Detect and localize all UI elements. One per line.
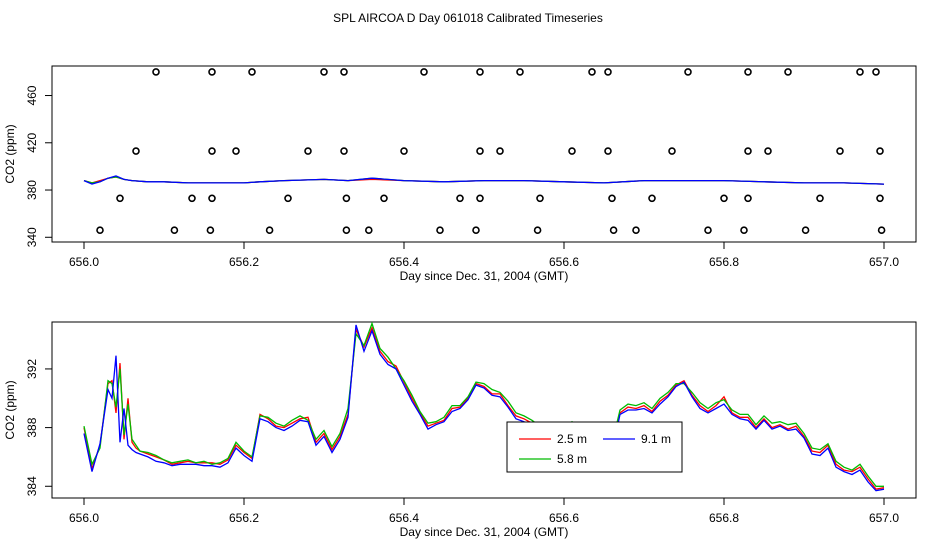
calibration-marker <box>208 68 216 76</box>
calibration-marker <box>340 147 348 155</box>
calibration-marker <box>284 194 292 203</box>
calibration-marker <box>188 194 196 203</box>
calibration-marker <box>568 147 576 155</box>
chart-title: SPL AIRCOA D Day 061018 Calibrated Times… <box>333 11 603 25</box>
calibration-marker <box>208 194 216 203</box>
calibration-marker <box>116 194 124 203</box>
y-tick-label: 388 <box>25 417 39 437</box>
y-tick-label: 380 <box>25 180 39 200</box>
calibration-marker <box>876 147 884 155</box>
calibration-marker <box>836 147 844 155</box>
calibration-marker <box>720 194 728 203</box>
legend-label: 9.1 m <box>641 432 671 446</box>
y-tick-label: 460 <box>25 85 39 105</box>
calibration-marker <box>516 68 524 76</box>
series-line-9-1-m <box>83 324 885 492</box>
x-tick-label: 656.8 <box>709 511 739 525</box>
calibration-marker <box>232 147 240 155</box>
legend-label: 5.8 m <box>557 452 587 466</box>
x-tick-label: 657.0 <box>869 511 899 525</box>
x-tick-label: 656.2 <box>229 511 259 525</box>
calibration-marker <box>96 226 104 234</box>
x-axis-label: Day since Dec. 31, 2004 (GMT) <box>400 525 569 539</box>
calibration-marker <box>609 226 618 234</box>
series-line-9-1-m <box>83 175 885 185</box>
calibration-marker <box>744 147 752 155</box>
calibration-marker <box>784 68 792 76</box>
x-tick-label: 656.4 <box>389 511 419 525</box>
calibration-marker <box>744 68 752 76</box>
calibration-marker <box>132 147 140 155</box>
calibration-marker <box>420 68 428 76</box>
calibration-marker <box>496 147 504 155</box>
calibration-marker <box>588 68 596 76</box>
calibration-marker <box>740 226 748 234</box>
x-tick-label: 657.0 <box>869 255 899 269</box>
calibration-marker <box>248 68 256 76</box>
calibration-marker <box>536 194 544 203</box>
calibration-marker <box>632 226 640 234</box>
calibration-marker <box>704 226 712 234</box>
calibration-marker <box>604 147 612 155</box>
x-axis-label: Day since Dec. 31, 2004 (GMT) <box>400 269 569 283</box>
y-tick-label: 340 <box>25 227 39 247</box>
calibration-marker <box>170 226 179 234</box>
calibration-marker <box>764 147 772 155</box>
calibration-marker <box>872 68 880 76</box>
calibration-marker <box>876 194 884 203</box>
calibration-marker <box>801 226 810 234</box>
calibration-marker <box>476 194 484 203</box>
calibration-marker <box>342 194 351 203</box>
calibration-marker <box>476 147 484 155</box>
x-tick-label: 656.4 <box>389 255 419 269</box>
calibration-marker <box>265 226 274 234</box>
calibration-marker <box>380 194 388 203</box>
plot-frame <box>51 321 917 499</box>
calibration-marker <box>206 226 215 234</box>
calibration-marker <box>684 68 692 76</box>
x-tick-label: 656.6 <box>549 255 579 269</box>
calibration-marker <box>364 226 373 234</box>
calibration-marker <box>340 68 348 76</box>
calibration-marker <box>533 226 542 234</box>
y-tick-label: 392 <box>25 359 39 379</box>
calibration-marker <box>472 226 480 234</box>
y-axis-label: CO2 (ppm) <box>3 124 17 183</box>
panel-bottom: 656.0 656.2 656.4 656.6 656.8 657.0 384 388 392 D… <box>3 321 917 539</box>
x-tick-label: 656.6 <box>549 511 579 525</box>
y-axis-label: CO2 (ppm) <box>3 380 17 439</box>
calibration-marker <box>400 147 408 155</box>
calibration-marker <box>668 147 676 155</box>
calibration-marker <box>816 194 824 203</box>
legend-box <box>506 421 683 473</box>
calibration-marker <box>648 194 656 203</box>
x-tick-label: 656.8 <box>709 255 739 269</box>
series-line-5-8-m <box>83 322 884 487</box>
calibration-marker <box>304 147 312 155</box>
calibration-marker <box>608 194 616 203</box>
x-tick-label: 656.2 <box>229 255 259 269</box>
series-line-2-5-m <box>83 326 885 490</box>
x-tick-label: 656.0 <box>69 255 99 269</box>
calibration-marker <box>877 226 886 234</box>
y-tick-label: 420 <box>25 132 39 152</box>
calibration-marker <box>456 194 464 203</box>
calibration-marker <box>208 147 216 155</box>
x-tick-label: 656.0 <box>69 511 99 525</box>
legend: 2.5 m 5.8 m 9.1 m <box>506 421 683 473</box>
legend-label: 2.5 m <box>557 432 587 446</box>
y-tick-label: 384 <box>25 476 39 496</box>
panel-top: 656.0 656.2 656.4 656.6 656.8 657.0 340 380 420 4… <box>3 65 917 283</box>
calibration-marker <box>856 68 864 76</box>
calibration-marker <box>152 68 160 76</box>
calibration-marker <box>320 68 328 76</box>
plot-frame <box>51 65 917 243</box>
calibration-marker <box>342 226 351 234</box>
calibration-marker <box>436 226 444 234</box>
calibration-marker <box>476 68 484 76</box>
calibration-marker <box>744 194 752 203</box>
calibration-marker <box>604 68 612 76</box>
